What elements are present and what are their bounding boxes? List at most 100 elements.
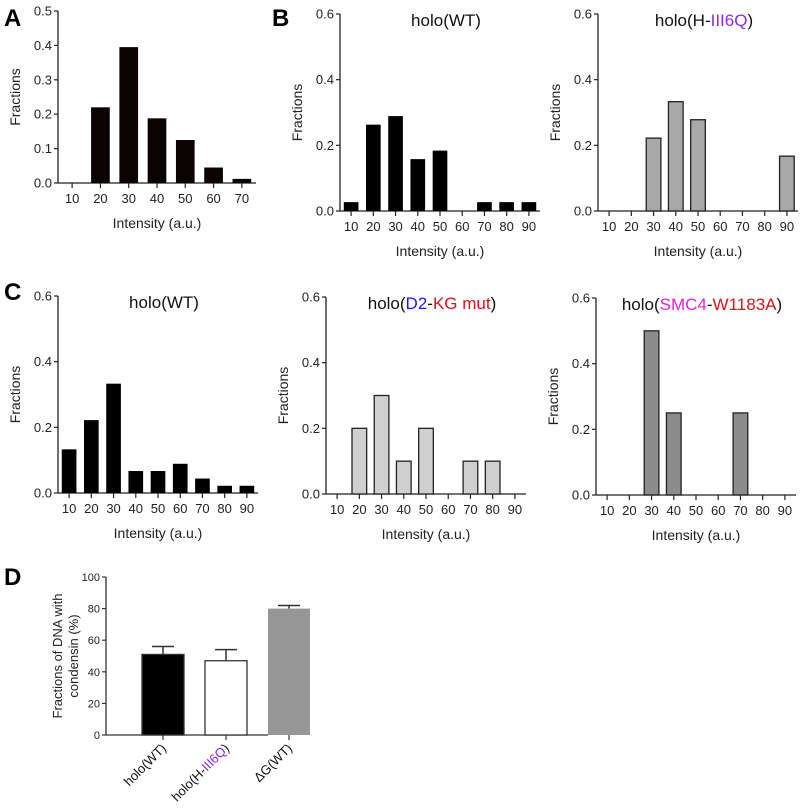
bar-40 xyxy=(395,460,412,495)
x-tick-label: 40 xyxy=(669,219,683,234)
y-axis-label: Fractions xyxy=(547,84,563,142)
x-tick-label: 70 xyxy=(733,503,747,518)
x-tick-label: 70 xyxy=(195,501,209,516)
y-axis-label-line: Fractions of DNA with xyxy=(50,594,65,719)
y-tick-label: 0 xyxy=(94,730,100,742)
bar-80 xyxy=(499,202,514,211)
chart-title-seg-2: - xyxy=(707,295,713,314)
bar-30 xyxy=(388,116,403,211)
y-tick-label: 100 xyxy=(82,572,100,584)
panel-letter-b: B xyxy=(272,5,289,32)
y-axis-label: Fractions xyxy=(7,366,23,424)
x-tick-label: 90 xyxy=(508,502,522,517)
panel-letter-d: D xyxy=(4,564,21,591)
x-tick-label: 20 xyxy=(93,191,107,206)
y-tick-label: 0.0 xyxy=(34,176,52,191)
y-tick-label: 0.0 xyxy=(34,486,52,501)
chart-title-seg-0: holo(WT) xyxy=(129,293,199,312)
x-tick-label: 60 xyxy=(206,191,220,206)
y-tick-label: 0.0 xyxy=(316,204,334,219)
x-tick-label: 60 xyxy=(173,501,187,516)
x-tick-label: 90 xyxy=(522,219,536,234)
x-axis-label: Intensity (a.u.) xyxy=(113,215,202,231)
bar-1 xyxy=(204,660,248,736)
chart-title: holo(WT) xyxy=(411,11,481,30)
chart-title: holo(H-III6Q) xyxy=(655,11,753,30)
y-tick-label: 0.4 xyxy=(316,72,334,87)
chart-a: 0.0 0.1 0.2 0.3 0.4 0.5 10 20 30 40 50 60 70 Intensit… xyxy=(7,4,256,231)
chart-title-seg-4: ) xyxy=(777,295,783,314)
x-tick-label: 60 xyxy=(711,503,725,518)
x-tick-label: 70 xyxy=(463,502,477,517)
x-tick-label: 60 xyxy=(455,219,469,234)
x-tick-label: 80 xyxy=(757,219,771,234)
bar-60 xyxy=(172,463,188,493)
y-tick-label: 60 xyxy=(88,635,100,647)
y-axis-label: Fractions xyxy=(289,84,305,142)
bar-30 xyxy=(643,330,660,496)
y-tick-label: 20 xyxy=(88,698,100,710)
bar-40 xyxy=(667,101,684,212)
chart-title-seg-0: holo( xyxy=(622,295,660,314)
bar-10 xyxy=(343,202,359,211)
x-tick-label: 30 xyxy=(106,501,120,516)
plots-layer: 0.0 0.1 0.2 0.3 0.4 0.5 10 20 30 40 50 60 70 Intensit… xyxy=(7,4,798,805)
x-tick-label: 50 xyxy=(691,219,705,234)
y-axis-label-line: condensin (%) xyxy=(66,614,81,697)
chart-title: holo(D2-KG mut) xyxy=(368,294,497,313)
chart-title: holo(SMC4-W1183A) xyxy=(622,295,782,314)
chart-title-seg-0: holo(WT) xyxy=(411,11,481,30)
y-tick-label: 0.6 xyxy=(572,291,590,306)
chart-title-seg-1: SMC4 xyxy=(660,295,707,314)
x-tick-label: 20 xyxy=(624,219,638,234)
bar-40 xyxy=(147,118,167,183)
x-tick-label: 90 xyxy=(780,219,794,234)
y-tick-label: 0.4 xyxy=(302,355,320,370)
y-tick-label: 0.2 xyxy=(316,138,334,153)
chart-title-seg-3: KG mut xyxy=(433,294,491,313)
x-tick-label: ΔG(WT) xyxy=(251,741,295,785)
x-tick-label: 10 xyxy=(330,502,344,517)
bar-40 xyxy=(128,471,144,493)
chart-b1: 0.0 0.2 0.4 0.6 10 20 30 40 50 60 70 80 90 Intensity … xyxy=(289,7,540,259)
x-tick-label: 10 xyxy=(602,219,616,234)
x-tick-label-seg-0: ΔG(WT) xyxy=(251,741,295,785)
x-tick-label: 70 xyxy=(235,191,249,206)
y-tick-label: 80 xyxy=(88,604,100,616)
bar-90 xyxy=(239,485,255,493)
bar-80 xyxy=(217,485,232,493)
bar-10 xyxy=(61,449,77,493)
bar-20 xyxy=(351,427,368,495)
chart-title-seg-3: W1183A xyxy=(713,295,778,314)
x-tick-label: 40 xyxy=(411,219,425,234)
y-tick-label: 0.5 xyxy=(34,4,52,19)
x-axis-label: Intensity (a.u.) xyxy=(652,527,741,543)
x-tick-label: 20 xyxy=(622,503,636,518)
y-axis-label: Fractions xyxy=(275,367,291,425)
chart-title-seg-0: holo( xyxy=(368,294,406,313)
x-tick-label: holo(H-III6Q) xyxy=(168,741,232,805)
x-tick-label: 90 xyxy=(778,503,792,518)
bar-60 xyxy=(204,167,223,183)
x-tick-label: 30 xyxy=(374,502,388,517)
y-tick-label: 0.6 xyxy=(574,7,592,22)
x-tick-label: 20 xyxy=(352,502,366,517)
x-axis-label: Intensity (a.u.) xyxy=(382,526,471,542)
x-tick-label: 40 xyxy=(397,502,411,517)
y-axis-label: Fractions of DNA withcondensin (%) xyxy=(50,594,81,719)
y-tick-label: 0.4 xyxy=(34,354,52,369)
x-tick-label: 80 xyxy=(485,502,499,517)
x-tick-label: 40 xyxy=(150,191,164,206)
x-tick-label: 60 xyxy=(441,502,455,517)
x-tick-label-seg-0: holo(WT) xyxy=(121,741,169,789)
y-tick-label: 0.0 xyxy=(572,488,590,503)
bar-30 xyxy=(373,394,390,495)
chart-title-seg-0: holo(H- xyxy=(655,11,711,30)
x-tick-label: 30 xyxy=(121,191,135,206)
bar-30 xyxy=(119,47,139,184)
x-tick-label: 50 xyxy=(178,191,192,206)
x-tick-label: 10 xyxy=(344,219,358,234)
x-tick-label: 30 xyxy=(644,503,658,518)
x-tick-label: 10 xyxy=(62,501,76,516)
bar-70 xyxy=(477,202,492,211)
